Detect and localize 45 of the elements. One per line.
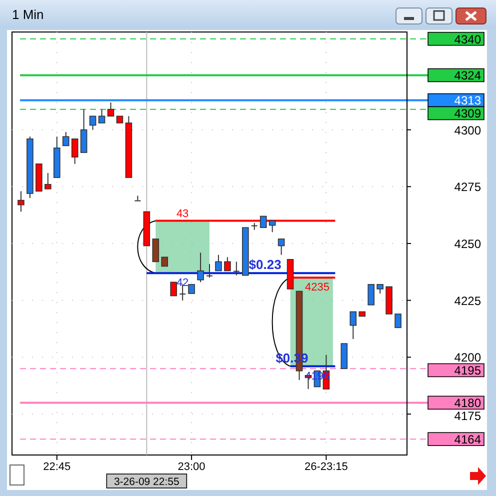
- annotation: 42: [176, 277, 189, 290]
- candlestick: [44, 172, 52, 190]
- ref-line-label: 4340: [454, 32, 482, 46]
- candlestick: [260, 216, 267, 228]
- ref-line-label: 4195: [454, 364, 482, 378]
- annotation: 43: [176, 208, 189, 220]
- x-tick-label: 23:00: [178, 461, 206, 473]
- candlestick: [107, 102, 114, 117]
- candlestick: [206, 263, 212, 278]
- y-tick-label: 4225: [454, 294, 482, 308]
- candlestick: [71, 138, 78, 164]
- ref-line-label: 4309: [454, 106, 482, 121]
- candlestick: [197, 252, 204, 283]
- candlestick: [161, 256, 168, 267]
- ref-line-label: 4164: [454, 432, 482, 447]
- candlestick: [224, 256, 231, 272]
- x-tick-label: 22:45: [43, 461, 71, 473]
- annotation: $0.23: [248, 257, 282, 272]
- candlestick: [80, 108, 88, 154]
- ref-line-label: 4180: [454, 396, 482, 410]
- candlestick: [268, 220, 276, 233]
- y-tick-label: 4275: [454, 180, 482, 194]
- candlestick: [278, 238, 285, 256]
- candlestick: [62, 132, 70, 146]
- candlestick: [188, 284, 195, 294]
- candlestick: [98, 108, 106, 124]
- y-tick-label: 4200: [454, 350, 482, 365]
- x-tick-label: 26-23:15: [304, 461, 348, 473]
- ref-line-label: 3-26-09 22:55: [114, 476, 180, 488]
- annotation: $0.39: [276, 350, 308, 366]
- candlestick: [170, 282, 177, 296]
- y-tick-label: 4300: [454, 123, 482, 138]
- candlestick: [152, 238, 160, 262]
- candlestick: [89, 116, 96, 130]
- annotation: 4196: [304, 370, 330, 382]
- annotation: 4235: [304, 282, 330, 294]
- candlestick: [233, 261, 240, 276]
- ref-line-label: 4324: [454, 68, 482, 83]
- ref-line-label: 4313: [454, 94, 482, 108]
- y-tick-label: 4250: [454, 237, 482, 251]
- chart-title: 1 Min: [12, 7, 44, 22]
- y-tick-label: 4175: [454, 409, 482, 424]
- candlestick: [215, 254, 222, 272]
- candlestick: [134, 195, 141, 202]
- candlestick: [18, 190, 24, 212]
